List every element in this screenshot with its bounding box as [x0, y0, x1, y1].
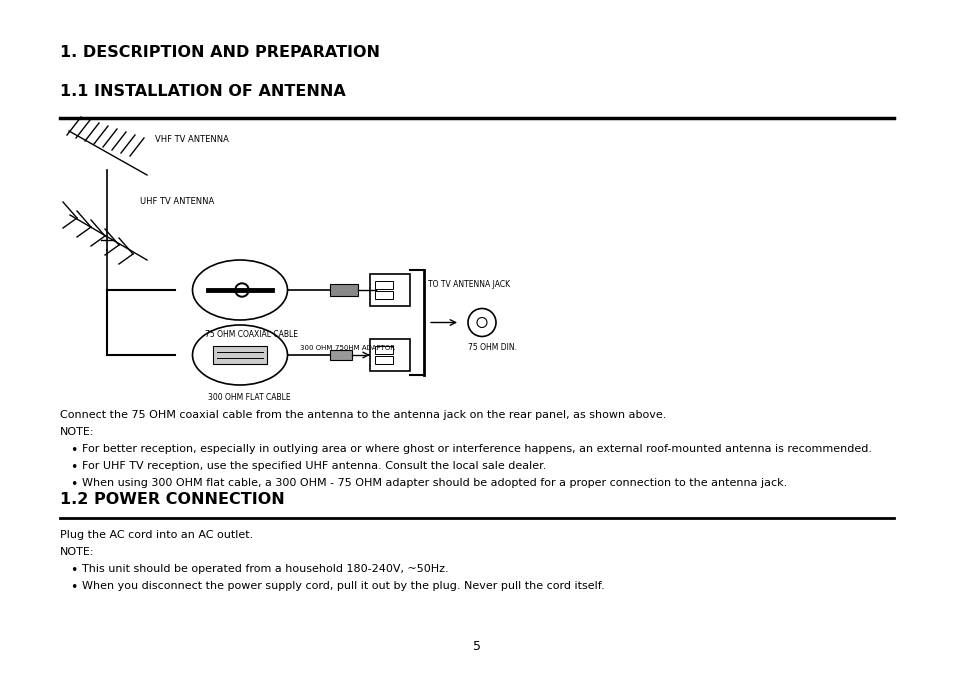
- Bar: [375, 291, 393, 299]
- Text: 300 OHM FLAT CABLE: 300 OHM FLAT CABLE: [208, 393, 291, 402]
- Bar: [375, 346, 393, 354]
- Text: 75 OHM COAXIAL CABLE: 75 OHM COAXIAL CABLE: [205, 330, 297, 339]
- Text: When you disconnect the power supply cord, pull it out by the plug. Never pull t: When you disconnect the power supply cor…: [82, 581, 604, 591]
- Text: Plug the AC cord into an AC outlet.: Plug the AC cord into an AC outlet.: [60, 530, 253, 540]
- Bar: [330, 284, 357, 296]
- Text: NOTE:: NOTE:: [60, 427, 94, 437]
- Bar: [375, 356, 393, 364]
- Text: UHF TV ANTENNA: UHF TV ANTENNA: [140, 197, 214, 206]
- Text: When using 300 OHM flat cable, a 300 OHM - 75 OHM adapter should be adopted for : When using 300 OHM flat cable, a 300 OHM…: [82, 478, 786, 488]
- Text: This unit should be operated from a household 180-240V, ~50Hz.: This unit should be operated from a hous…: [82, 564, 448, 574]
- Circle shape: [236, 285, 247, 295]
- Bar: [375, 281, 393, 289]
- Text: NOTE:: NOTE:: [60, 547, 94, 557]
- Text: 1.1 INSTALLATION OF ANTENNA: 1.1 INSTALLATION OF ANTENNA: [60, 84, 345, 99]
- Bar: [213, 346, 267, 364]
- Text: For UHF TV reception, use the specified UHF antenna. Consult the local sale deal: For UHF TV reception, use the specified …: [82, 461, 546, 471]
- Text: •: •: [70, 581, 77, 594]
- Text: TO TV ANTENNA JACK: TO TV ANTENNA JACK: [428, 280, 510, 289]
- Text: •: •: [70, 461, 77, 474]
- Text: 5: 5: [473, 640, 480, 653]
- Text: 1.2 POWER CONNECTION: 1.2 POWER CONNECTION: [60, 492, 284, 507]
- Text: 75 OHM DIN.: 75 OHM DIN.: [468, 342, 517, 352]
- Text: Connect the 75 OHM coaxial cable from the antenna to the antenna jack on the rea: Connect the 75 OHM coaxial cable from th…: [60, 410, 666, 420]
- Text: For better reception, especially in outlying area or where ghost or interference: For better reception, especially in outl…: [82, 444, 871, 454]
- Circle shape: [234, 283, 249, 297]
- Text: 750HM ADAPTOR: 750HM ADAPTOR: [335, 345, 395, 351]
- Text: •: •: [70, 444, 77, 457]
- Text: •: •: [70, 564, 77, 577]
- Bar: [330, 350, 352, 360]
- Bar: [370, 274, 410, 306]
- Text: 300 OHM: 300 OHM: [299, 345, 332, 351]
- Text: 1. DESCRIPTION AND PREPARATION: 1. DESCRIPTION AND PREPARATION: [60, 45, 379, 60]
- Text: •: •: [70, 478, 77, 491]
- Bar: [370, 339, 410, 371]
- Text: VHF TV ANTENNA: VHF TV ANTENNA: [154, 135, 229, 144]
